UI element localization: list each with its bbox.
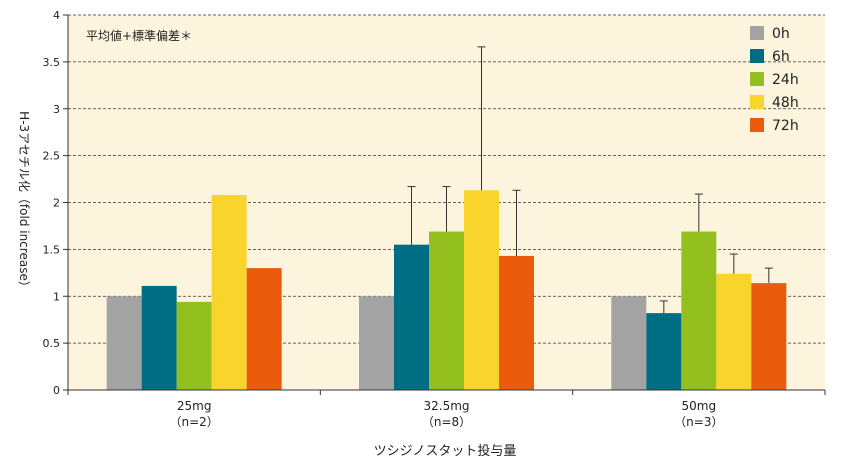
legend-swatch-24h [750, 72, 764, 86]
y-tick-label: 2.5 [43, 150, 61, 163]
bar-72h-32.5mg [499, 255, 534, 390]
legend-swatch-0h [750, 26, 764, 40]
bar-24h-50mg [681, 231, 717, 390]
x-axis-label: ツシジノスタット投与量 [374, 443, 517, 459]
legend-swatch-6h [750, 49, 764, 63]
y-tick-label: 1.5 [43, 243, 61, 256]
legend-label: 24h [772, 72, 799, 88]
y-tick-label: 2 [53, 197, 60, 210]
x-category-label: 50mg [682, 399, 717, 413]
legend-swatch-72h [750, 118, 764, 132]
x-category-subtitle: （n=8） [422, 415, 471, 429]
y-tick-labels: 0 0.5 1 1.5 2 2.5 3 3.5 4 [43, 9, 61, 397]
x-category-subtitle: （n=3） [674, 415, 723, 429]
legend-swatch-48h [750, 95, 764, 109]
annotation-mean-sd: 平均値+標準偏差＊ [86, 28, 192, 43]
x-category-subtitle: （n=2） [170, 415, 219, 429]
bar-48h-25mg [211, 195, 247, 390]
y-axis-label: H-3アセチル化（fold increase） [17, 111, 31, 293]
legend-label: 48h [772, 95, 799, 111]
legend: 0h 6h 24h 48h 72h [750, 26, 799, 134]
bars [106, 190, 787, 390]
bar-0h-32.5mg [359, 296, 394, 390]
y-tick-label: 1 [53, 290, 60, 303]
bar-0h-25mg [106, 296, 142, 390]
bar-72h-50mg [751, 283, 787, 390]
bar-24h-32.5mg [429, 231, 464, 390]
bar-72h-25mg [246, 268, 282, 390]
y-tick-label: 3.5 [43, 56, 61, 69]
axes [67, 15, 826, 395]
error-bars [407, 46, 773, 314]
bar-0h-50mg [611, 296, 647, 390]
bar-6h-50mg [646, 313, 682, 390]
bar-48h-32.5mg [464, 190, 499, 390]
legend-label: 6h [772, 49, 790, 65]
bar-6h-25mg [141, 285, 177, 390]
y-tick-label: 0.5 [43, 337, 61, 350]
bar-24h-25mg [176, 301, 212, 390]
x-category-label: 25mg [177, 399, 212, 413]
x-category-labels: 25mg （n=2） 32.5mg （n=8） 50mg （n=3） [170, 399, 724, 429]
bar-6h-32.5mg [394, 244, 429, 390]
bar-48h-50mg [716, 273, 752, 390]
legend-label: 0h [772, 26, 790, 42]
y-tick-label: 0 [53, 384, 60, 397]
legend-label: 72h [772, 118, 799, 134]
y-tick-label: 4 [53, 9, 60, 22]
y-tick-label: 3 [53, 103, 60, 116]
x-category-label: 32.5mg [423, 399, 469, 413]
